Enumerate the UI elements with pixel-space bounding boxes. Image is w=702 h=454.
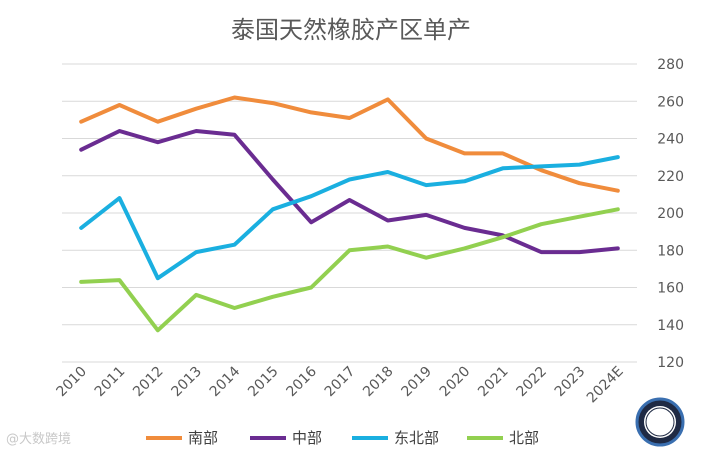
x-tick-label: 2017 [322,364,359,401]
series-line [79,95,620,193]
y-tick-label: 200 [657,206,684,222]
y-tick-label: 280 [657,57,684,73]
x-tick-label: 2012 [130,364,167,401]
x-tick-label: 2018 [360,364,397,401]
x-tick-label: 2020 [437,364,474,401]
y-tick-label: 220 [657,169,684,185]
legend-label: 北部 [509,429,539,447]
chart-title: 泰国天然橡胶产区单产 [231,16,471,44]
x-tick-label: 2023 [552,364,589,401]
watermark: @大数跨境 [6,432,72,447]
series-line [79,207,620,333]
series-line [79,129,620,255]
x-tick-label: 2015 [245,364,282,401]
y-tick-label: 240 [657,132,684,148]
y-tick-label: 140 [657,318,684,334]
legend-label: 中部 [292,429,322,447]
y-tick-label: 120 [657,355,684,371]
x-tick-label: 2013 [168,364,205,401]
series-line [79,155,620,281]
y-tick-label: 160 [657,281,684,297]
x-tick-label: 2016 [283,363,320,400]
x-tick-label: 2019 [398,364,435,401]
logo-badge [635,397,685,447]
x-tick-label: 2010 [53,364,90,401]
x-tick-label: 2022 [513,364,550,401]
legend-label: 南部 [188,429,218,447]
y-tick-label: 180 [657,243,684,259]
x-tick-label: 2021 [475,364,512,401]
x-tick-label: 2014 [207,363,244,400]
x-tick-label: 2011 [92,364,129,401]
x-tick-label: 2024E [584,364,627,407]
legend-label: 东北部 [394,429,439,447]
y-tick-label: 260 [657,94,684,110]
